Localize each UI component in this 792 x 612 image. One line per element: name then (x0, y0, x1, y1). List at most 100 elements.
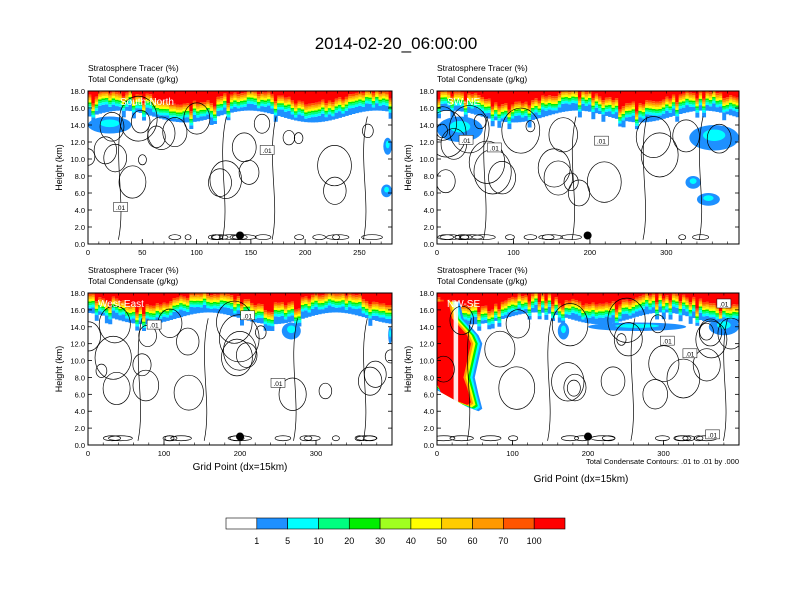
tracer-band (598, 311, 603, 313)
tracer-band (179, 118, 184, 123)
tracer-band (331, 298, 336, 301)
y-axis-label: Height (km) (403, 346, 413, 393)
tracer-band (131, 315, 136, 319)
tracer-band (135, 320, 140, 322)
tracer-band (601, 114, 606, 122)
tracer-band (483, 113, 488, 118)
tracer-max (185, 293, 190, 298)
tracer-band (341, 113, 346, 117)
tracer-band (138, 310, 143, 312)
tracer-band (321, 309, 326, 314)
tracer-band (354, 92, 359, 96)
tracer-band (260, 103, 265, 107)
tracer-band (304, 298, 309, 301)
tracer-band (371, 309, 376, 312)
tracer-band (307, 109, 312, 112)
tracer-band (378, 94, 383, 96)
contour-tower (571, 116, 577, 240)
tracer-band (658, 108, 663, 111)
tracer-band (98, 301, 103, 303)
tracer-band (202, 102, 207, 105)
tracer-band (260, 92, 265, 95)
tracer-band (658, 115, 663, 120)
tracer-max (348, 91, 353, 95)
tracer-band (108, 316, 113, 320)
tracer-band (514, 105, 519, 108)
tracer-band (665, 100, 670, 103)
xtick-label: 300 (657, 449, 670, 458)
tracer-band (675, 107, 680, 110)
tracer-band (226, 110, 231, 113)
tracer-max (287, 293, 292, 303)
tracer-band (530, 305, 535, 308)
tracer-band (229, 103, 234, 106)
tracer-band (148, 94, 153, 97)
tracer-band (192, 304, 197, 308)
tracer-band (169, 312, 174, 316)
tracer-band (321, 111, 326, 114)
tracer-band (712, 314, 717, 318)
tracer-band (567, 97, 572, 100)
tracer-band (447, 93, 452, 96)
tracer-band (101, 298, 106, 301)
tracer-band (483, 305, 488, 308)
tracer-band (351, 96, 356, 98)
tracer-band (561, 103, 566, 112)
tracer-band (364, 91, 369, 94)
tracer-band (692, 98, 696, 101)
tracer-max (199, 91, 204, 103)
tracer-band (688, 92, 693, 95)
tracer-band (169, 117, 174, 122)
tracer-band (169, 111, 174, 114)
tracer-band (658, 297, 663, 301)
tracer-band (196, 103, 201, 106)
tracer-band (189, 120, 194, 123)
tracer-max (490, 293, 495, 310)
tracer-band (490, 120, 495, 127)
tracer-band (527, 119, 532, 128)
tracer-band (537, 114, 542, 119)
tracer-band (273, 103, 278, 105)
tracer-band (477, 106, 482, 110)
contour-tower (483, 116, 488, 240)
tracer-band (185, 307, 190, 310)
tracer-band (571, 91, 576, 93)
tracer-band (331, 116, 336, 120)
tracer-band (628, 306, 633, 309)
tracer-band (685, 98, 690, 101)
tracer-band (364, 97, 369, 99)
tracer-max (189, 91, 194, 112)
tracer-band (634, 308, 639, 312)
tracer-band (307, 302, 312, 304)
tracer-band (561, 317, 566, 321)
tracer-band (507, 302, 512, 304)
tracer-band (121, 314, 126, 322)
tracer-band (537, 112, 542, 115)
tracer-band (671, 298, 676, 301)
tracer-band (199, 113, 204, 117)
tracer-band (351, 93, 356, 97)
tracer-band (256, 97, 261, 100)
tracer-max (216, 91, 221, 97)
tracer-band (364, 306, 369, 309)
tracer-band (209, 105, 214, 107)
tracer-band (497, 318, 502, 321)
tracer-band (685, 100, 690, 103)
tracer-band (651, 296, 656, 299)
tracer-band (128, 93, 133, 95)
tracer-band (611, 100, 616, 103)
tracer-band (236, 108, 241, 112)
tracer-band (115, 298, 119, 301)
tracer-max (162, 293, 167, 303)
tracer-band (671, 294, 676, 297)
tracer-band (385, 314, 390, 317)
ytick-label: 16.0 (419, 104, 434, 113)
tracer-band (229, 102, 234, 104)
tracer-max (681, 293, 686, 295)
tracer-max (310, 91, 315, 104)
tracer-band (351, 306, 356, 309)
tracer-band (514, 113, 519, 116)
tracer-band (354, 297, 359, 299)
tracer-band (564, 98, 569, 101)
tracer-band (547, 293, 552, 295)
